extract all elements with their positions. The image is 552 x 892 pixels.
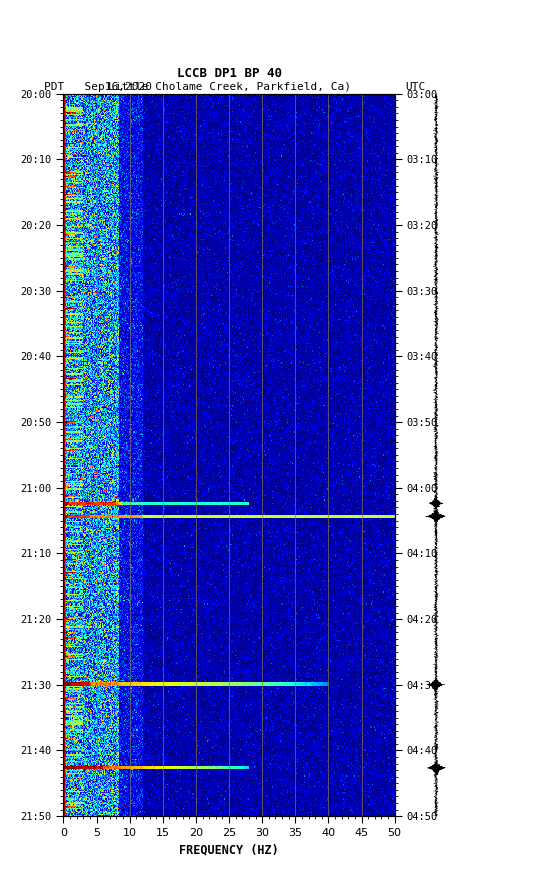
X-axis label: FREQUENCY (HZ): FREQUENCY (HZ) [179, 844, 279, 856]
Text: LCCB DP1 BP 40: LCCB DP1 BP 40 [177, 67, 282, 80]
Text: PDT   Sep16,2020: PDT Sep16,2020 [44, 82, 152, 92]
Text: UTC: UTC [406, 82, 426, 92]
Text: USGS: USGS [16, 21, 48, 31]
Text: Little Cholame Creek, Parkfield, Ca): Little Cholame Creek, Parkfield, Ca) [108, 82, 351, 92]
